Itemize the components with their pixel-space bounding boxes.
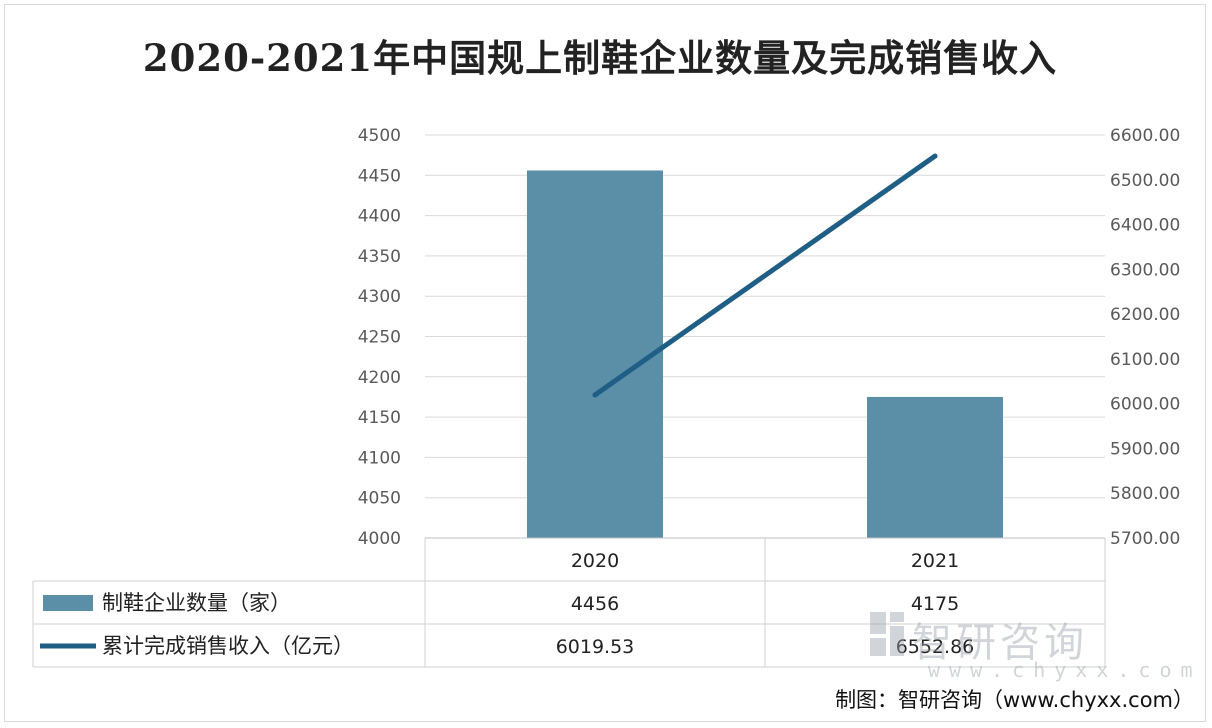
table-value-cell: 6552.86 — [896, 636, 975, 658]
line-series — [592, 153, 938, 398]
table-value-cell: 6019.53 — [556, 636, 635, 658]
source-note: 制图：智研咨询（www.chyxx.com） — [835, 688, 1194, 712]
table-value-cell: 4175 — [911, 593, 959, 615]
watermark-url: www.chyxx.com — [928, 658, 1202, 682]
right-tick-label: 5900.00 — [1110, 439, 1180, 459]
left-tick-label: 4450 — [358, 166, 401, 186]
right-tick-label: 6200.00 — [1110, 305, 1180, 325]
table-category-cell: 2020 — [571, 550, 619, 572]
watermark: 智研咨询 www.chyxx.com — [868, 606, 1193, 686]
legend-label: 制鞋企业数量（家） — [102, 591, 291, 615]
right-tick-label: 5800.00 — [1110, 484, 1180, 504]
left-tick-label: 4500 — [358, 126, 401, 146]
right-tick-label: 6600.00 — [1110, 126, 1180, 146]
right-tick-label: 6400.00 — [1110, 216, 1180, 236]
left-tick-label: 4000 — [358, 529, 401, 549]
table-category-cell: 2021 — [911, 550, 959, 572]
left-tick-label: 4200 — [358, 368, 401, 388]
right-tick-label: 6100.00 — [1110, 350, 1180, 370]
left-tick-label: 4350 — [358, 247, 401, 267]
right-tick-label: 6000.00 — [1110, 395, 1180, 415]
left-tick-label: 4100 — [358, 448, 401, 468]
data-table: 2020 2021 制鞋企业数量（家） 4456 4175 累计完成销售收入（亿元） 601… — [32, 537, 1106, 668]
watermark-logo-icon — [870, 612, 904, 656]
bar — [527, 170, 663, 539]
watermark-name: 智研咨询 — [912, 620, 1088, 666]
left-tick-label: 4050 — [358, 489, 401, 509]
chart-title: 2020-2021年中国规上制鞋企业数量及完成销售收入 — [142, 36, 1058, 80]
left-tick-label: 4250 — [358, 328, 401, 348]
legend-label: 累计完成销售收入（亿元） — [102, 634, 354, 658]
left-tick-label: 4300 — [358, 287, 401, 307]
right-tick-label: 5700.00 — [1110, 529, 1180, 549]
left-tick-label: 4400 — [358, 207, 401, 227]
legend-bar-swatch — [43, 595, 93, 611]
right-tick-label: 6300.00 — [1110, 260, 1180, 280]
left-tick-label: 4150 — [358, 408, 401, 428]
table-value-cell: 4456 — [571, 593, 619, 615]
left-axis: 4000 4050 4100 4150 4200 4250 4300 4350 4400 4450… — [358, 126, 401, 549]
right-tick-label: 6500.00 — [1110, 171, 1180, 191]
line-path — [592, 153, 938, 398]
bar-series — [527, 170, 1003, 539]
bar — [867, 396, 1003, 538]
line-point — [592, 392, 598, 398]
right-axis: 5700.00 5800.00 5900.00 6000.00 6100.00 6200.… — [1110, 126, 1180, 549]
chart-frame — [4, 4, 1206, 722]
line-point — [932, 153, 938, 159]
